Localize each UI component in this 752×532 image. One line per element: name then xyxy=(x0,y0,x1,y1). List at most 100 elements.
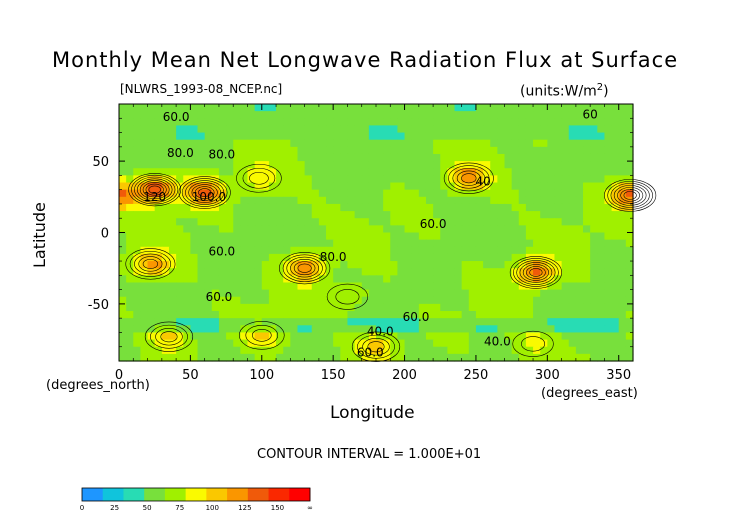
heatmap-cell xyxy=(361,239,370,248)
contour-line xyxy=(456,170,481,186)
heatmap-cell xyxy=(176,232,184,241)
heatmap-cell xyxy=(261,175,270,184)
heatmap-cell xyxy=(240,353,249,362)
heatmap-cell xyxy=(197,146,206,155)
heatmap-cell xyxy=(454,161,463,169)
heatmap-cell xyxy=(183,125,191,134)
heatmap-cell xyxy=(540,196,548,205)
heatmap-cell xyxy=(483,153,491,162)
heatmap-cell xyxy=(597,268,606,276)
heatmap-cell xyxy=(218,311,227,319)
heatmap-cell xyxy=(218,118,227,127)
heatmap-cell xyxy=(119,225,127,234)
heatmap-cell xyxy=(368,296,377,305)
heatmap-cell xyxy=(290,161,299,169)
heatmap-cell xyxy=(383,225,391,234)
heatmap-cell xyxy=(333,218,341,226)
heatmap-cell xyxy=(518,139,527,148)
heatmap-cell xyxy=(268,253,277,262)
heatmap-cell xyxy=(540,146,548,155)
heatmap-cell xyxy=(204,346,213,355)
heatmap-cell xyxy=(411,153,420,162)
heatmap-cell xyxy=(154,282,163,291)
heatmap-cell xyxy=(440,225,448,234)
heatmap-cell xyxy=(211,296,220,305)
heatmap-cell xyxy=(475,253,484,262)
heatmap-cell xyxy=(511,161,520,169)
heatmap-cell xyxy=(383,268,391,276)
heatmap-cell xyxy=(411,175,420,184)
contour-line xyxy=(297,263,312,273)
heatmap-cell xyxy=(226,153,234,162)
heatmap-cell xyxy=(604,339,613,348)
heatmap-cell xyxy=(518,275,527,284)
heatmap-cell xyxy=(625,139,634,148)
heatmap-cell xyxy=(518,318,527,326)
heatmap-cell xyxy=(554,311,563,319)
heatmap-cell xyxy=(583,253,591,262)
heatmap-cell xyxy=(276,175,284,184)
heatmap-cell xyxy=(440,139,448,148)
heatmap-cell xyxy=(397,139,406,148)
heatmap-cell xyxy=(161,196,170,205)
heatmap-cell xyxy=(290,275,299,284)
heatmap-cell xyxy=(575,253,584,262)
heatmap-cell xyxy=(340,125,349,134)
heatmap-cell xyxy=(583,161,591,169)
heatmap-cell xyxy=(304,189,313,198)
heatmap-cell xyxy=(376,175,384,184)
heatmap-cell xyxy=(140,218,149,226)
heatmap-cell xyxy=(418,303,427,312)
heatmap-cell xyxy=(433,296,441,305)
heatmap-cell xyxy=(561,175,570,184)
heatmap-cell xyxy=(340,296,349,305)
heatmap-cell xyxy=(318,282,327,291)
heatmap-cell xyxy=(475,239,484,248)
heatmap-cell xyxy=(533,203,541,212)
heatmap-cell xyxy=(447,246,456,255)
heatmap-cell xyxy=(618,111,627,119)
heatmap-cell xyxy=(311,239,320,248)
heatmap-cell xyxy=(525,218,534,226)
heatmap-cell xyxy=(361,296,370,305)
heatmap-cell xyxy=(226,104,234,112)
heatmap-cell xyxy=(454,111,463,119)
heatmap-cell xyxy=(161,282,170,291)
heatmap-cell xyxy=(625,211,634,219)
heatmap-cell xyxy=(154,146,163,155)
heatmap-cell xyxy=(404,296,413,305)
heatmap-cell xyxy=(140,225,149,234)
heatmap-cell xyxy=(218,111,227,119)
contour-line xyxy=(293,261,316,276)
heatmap-cell xyxy=(333,282,341,291)
x-tick-label: 100 xyxy=(249,368,274,383)
heatmap-cell xyxy=(511,196,520,205)
heatmap-cell xyxy=(368,268,377,276)
heatmap-cell xyxy=(140,239,149,248)
heatmap-cell xyxy=(404,275,413,284)
heatmap-cell xyxy=(418,339,427,348)
heatmap-cell xyxy=(433,318,441,326)
heatmap-cell xyxy=(204,289,213,298)
heatmap-cell xyxy=(461,325,470,334)
heatmap-cell xyxy=(554,182,563,191)
heatmap-cell xyxy=(183,246,191,255)
heatmap-cell xyxy=(226,211,234,219)
heatmap-cell xyxy=(397,296,406,305)
heatmap-cell xyxy=(354,311,363,319)
heatmap-cell xyxy=(525,325,534,334)
heatmap-cell xyxy=(604,132,613,141)
heatmap-cell xyxy=(425,218,434,226)
heatmap-cell xyxy=(454,275,463,284)
heatmap-cell xyxy=(261,125,270,134)
heatmap-cell xyxy=(140,211,149,219)
heatmap-cell xyxy=(383,161,391,169)
heatmap-cell xyxy=(140,311,149,319)
heatmap-cell xyxy=(383,318,391,326)
heatmap-cell xyxy=(568,353,577,362)
heatmap-cell xyxy=(447,175,456,184)
heatmap-cell xyxy=(183,146,191,155)
heatmap-cell xyxy=(268,339,277,348)
heatmap-cell xyxy=(425,125,434,134)
heatmap-cell xyxy=(268,168,277,176)
